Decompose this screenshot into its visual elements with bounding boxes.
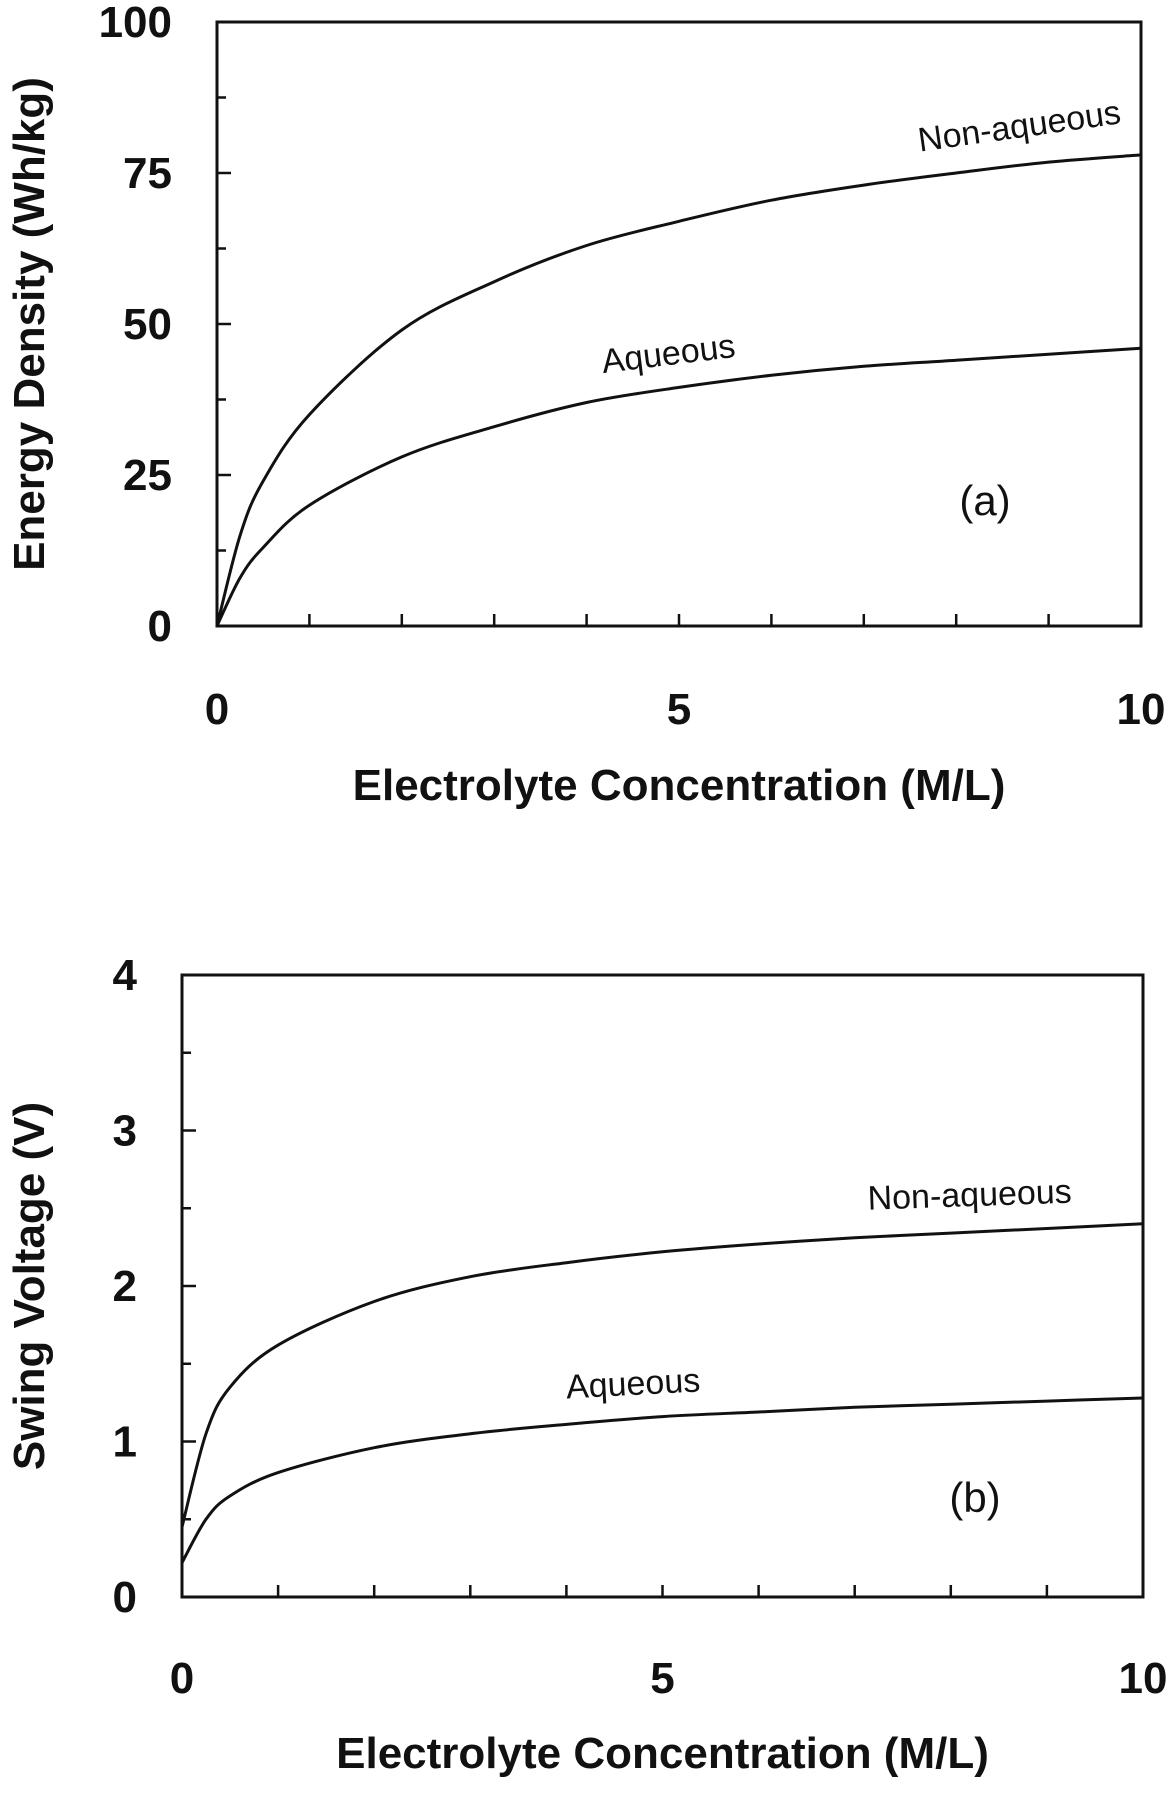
series-line-b-non-aqueous [180, 1222, 1144, 1528]
y-tick-label-a-0: 0 [148, 602, 172, 651]
y-tick-label-b-3: 3 [113, 1107, 137, 1156]
chart-panel-b: 0 5 10 0 1 2 3 4 Electrolyte Concentration (M/L)… [5, 951, 1167, 1778]
series-line-a-aqueous [215, 346, 1142, 627]
x-tick-label-a-2: 10 [1117, 685, 1166, 734]
x-axis-title-a: Electrolyte Concentration (M/L) [353, 761, 1006, 810]
panel-label-b: (b) [949, 1474, 1000, 1521]
y-tick-label-a-2: 50 [123, 300, 172, 349]
series-line-a-non-aqueous [215, 153, 1142, 627]
series-label-b-non-aqueous: Non-aqueous [867, 1173, 1072, 1218]
x-axis-title-b: Electrolyte Concentration (M/L) [336, 1729, 989, 1778]
y-tick-label-b-4: 4 [113, 951, 138, 1000]
x-tick-label-a-1: 5 [667, 685, 691, 734]
y-axis-title-a: Energy Density (Wh/kg) [5, 77, 54, 571]
y-tick-label-b-2: 2 [113, 1262, 137, 1311]
series-line-b-aqueous [180, 1396, 1144, 1564]
y-tick-label-a-1: 25 [123, 451, 172, 500]
x-tick-label-a-0: 0 [205, 685, 229, 734]
series-label-a-aqueous: Aqueous [599, 327, 737, 381]
y-axis-title-b: Swing Voltage (V) [5, 1102, 54, 1470]
x-tick-label-b-2: 10 [1119, 1654, 1168, 1703]
series-label-a-non-aqueous: Non-aqueous [916, 93, 1123, 159]
y-tick-label-a-4: 100 [99, 0, 172, 47]
y-tick-label-b-0: 0 [113, 1573, 137, 1622]
panel-label-a: (a) [959, 477, 1010, 524]
y-tick-label-b-1: 1 [113, 1418, 137, 1467]
x-tick-label-b-0: 0 [170, 1654, 194, 1703]
series-label-b-aqueous: Aqueous [565, 1361, 701, 1406]
y-tick-label-a-3: 75 [123, 149, 172, 198]
x-tick-label-b-1: 5 [650, 1654, 674, 1703]
